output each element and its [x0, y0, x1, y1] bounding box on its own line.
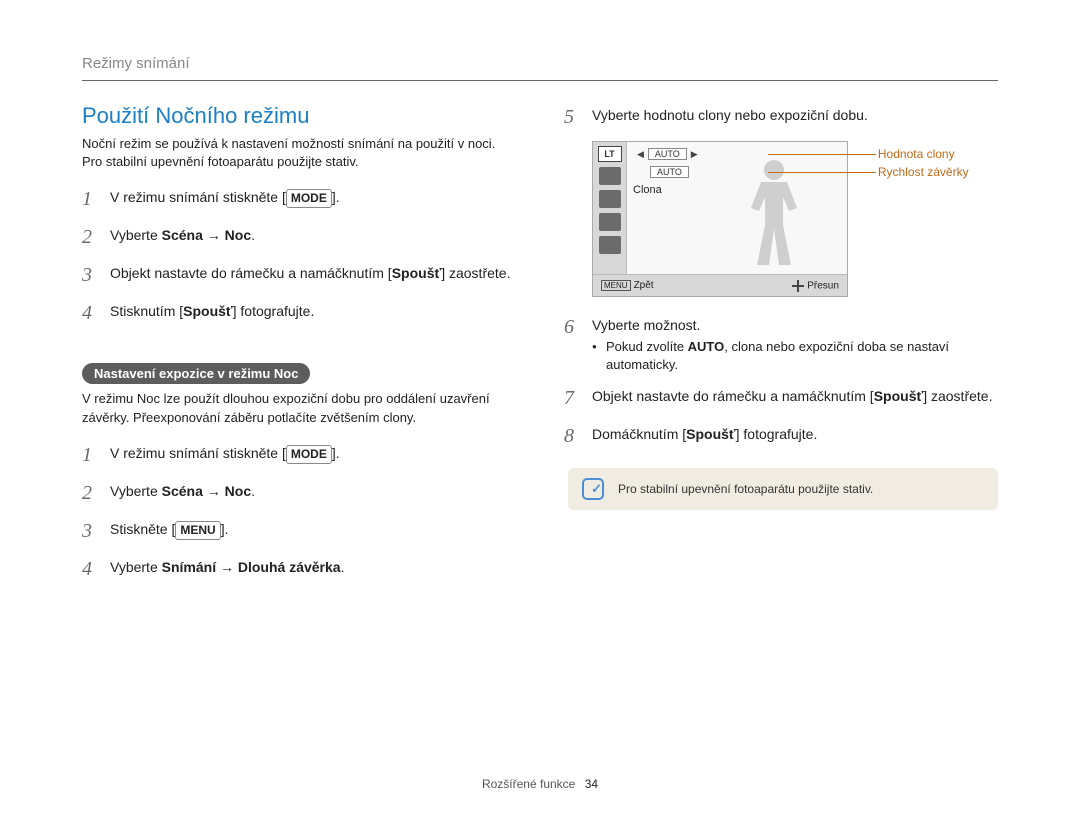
lcd-sidebar: LT [593, 142, 627, 274]
step-text: Objekt nastavte do rámečku a namáčknutím… [592, 388, 874, 404]
step-5: 5 Vyberte hodnotu clony nebo expoziční d… [564, 103, 998, 131]
step-number: 4 [82, 299, 106, 327]
step-text: ]. [332, 445, 340, 461]
step-bold: Spoušť [874, 388, 924, 404]
step-text: ] fotografujte. [736, 426, 818, 442]
left-column: Použití Nočního režimu Noční režim se po… [82, 103, 516, 593]
step-number: 8 [564, 422, 588, 450]
sidebar-icon [599, 236, 621, 254]
step-text: Vyberte možnost. [592, 317, 700, 333]
step-number: 3 [82, 517, 106, 545]
step-4: 4 Stisknutím [Spoušť] fotografujte. [82, 299, 516, 327]
auto-value: AUTO [650, 166, 689, 178]
step2-4: 4 Vyberte Snímání → Dlouhá závěrka. [82, 555, 516, 583]
step-bold: Spoušť [686, 426, 736, 442]
info-icon: ✓ [582, 478, 604, 500]
nav-cross-icon [792, 280, 804, 292]
callout-shutter: Rychlost závěrky [878, 165, 969, 179]
step-text: . [251, 483, 255, 499]
step-8: 8 Domáčknutím [Spoušť] fotografujte. [564, 422, 998, 450]
page-footer: Rozšířené funkce 34 [0, 777, 1080, 791]
sidebar-icon [599, 167, 621, 185]
step-number: 7 [564, 384, 588, 412]
step-text: Stisknutím [ [110, 303, 183, 319]
section-label: Režimy snímání [82, 55, 998, 72]
step-text: ] zaostřete. [923, 388, 992, 404]
step-number: 6 [564, 313, 588, 341]
callout-line [768, 154, 876, 155]
step2-2: 2 Vyberte Scéna → Noc. [82, 479, 516, 507]
move-label: Přesun [807, 280, 839, 291]
lcd-bottom-bar: MENUZpět Přesun [593, 274, 847, 296]
auto-value: AUTO [648, 148, 687, 160]
step-text: V režimu snímání stiskněte [ [110, 189, 286, 205]
sidebar-icon [599, 190, 621, 208]
step-text: ]. [332, 189, 340, 205]
step-2: 2 Vyberte Scéna → Noc. [82, 223, 516, 251]
step-number: 3 [82, 261, 106, 289]
step-text: Domáčknutím [ [592, 426, 686, 442]
menu-tag-icon: MENU [601, 280, 631, 291]
lcd-main-area: ◀ AUTO ▶ AUTO Clona [627, 142, 847, 274]
step-bold: Spoušť [183, 303, 233, 319]
step-text: ]. [221, 521, 229, 537]
page-title: Použití Nočního režimu [82, 103, 516, 129]
header-divider [82, 80, 998, 81]
step-number: 1 [82, 441, 106, 469]
step-text: ] zaostřete. [441, 265, 510, 281]
tip-box: ✓ Pro stabilní upevnění fotoaparátu použ… [568, 468, 998, 510]
step-3: 3 Objekt nastavte do rámečku a namáčknut… [82, 261, 516, 289]
lt-icon: LT [598, 146, 622, 162]
intro-text: Noční režim se používá k nastavení možno… [82, 135, 516, 171]
step-text: Vyberte [110, 227, 162, 243]
tip-text: Pro stabilní upevnění fotoaparátu použij… [618, 482, 873, 496]
step-text: Vyberte [110, 483, 162, 499]
back-label: Zpět [634, 280, 654, 291]
mode-badge: MODE [286, 445, 332, 464]
right-column: 5 Vyberte hodnotu clony nebo expoziční d… [564, 103, 998, 593]
sub-intro: V režimu Noc lze použít dlouhou expozičn… [82, 390, 516, 426]
step-number: 2 [82, 223, 106, 251]
step-number: 1 [82, 185, 106, 213]
lcd-illustration: LT ◀ AUTO ▶ [592, 141, 998, 297]
step-text: ] fotografujte. [233, 303, 315, 319]
footer-label: Rozšířené funkce [482, 777, 575, 791]
step-number: 5 [564, 103, 588, 131]
step-7: 7 Objekt nastavte do rámečku a namáčknut… [564, 384, 998, 412]
step-number: 2 [82, 479, 106, 507]
step-1: 1 V režimu snímání stiskněte [MODE]. [82, 185, 516, 213]
step2-3: 3 Stiskněte [MENU]. [82, 517, 516, 545]
step-sub-bullet: Pokud zvolíte AUTO, clona nebo expoziční… [592, 338, 998, 374]
mode-badge: MODE [286, 189, 332, 208]
step-6: 6 Vyberte možnost. Pokud zvolíte AUTO, c… [564, 313, 998, 374]
step-text: V režimu snímání stiskněte [ [110, 445, 286, 461]
sidebar-icon [599, 213, 621, 231]
step-bold: Scéna → Noc [162, 483, 251, 499]
left-arrow-icon: ◀ [637, 149, 644, 160]
callout-line [768, 172, 876, 173]
callout-aperture: Hodnota clony [878, 147, 955, 161]
right-arrow-icon: ▶ [691, 149, 698, 160]
step-number: 4 [82, 555, 106, 583]
step-text: Vyberte [110, 559, 162, 575]
step-text: . [341, 559, 345, 575]
step-bold: Spoušť [392, 265, 442, 281]
clona-label: Clona [633, 184, 662, 196]
step-bold: Scéna → Noc [162, 227, 251, 243]
lcd-screen: LT ◀ AUTO ▶ [592, 141, 848, 297]
subsection-pill: Nastavení expozice v režimu Noc [82, 363, 310, 384]
menu-badge: MENU [175, 521, 220, 540]
step-text: Objekt nastavte do rámečku a namáčknutím… [110, 265, 392, 281]
step-text: Vyberte hodnotu clony nebo expoziční dob… [592, 103, 998, 126]
step2-1: 1 V režimu snímání stiskněte [MODE]. [82, 441, 516, 469]
step-bold: Snímání → Dlouhá závěrka [162, 559, 341, 575]
step-text: . [251, 227, 255, 243]
page-number: 34 [585, 777, 598, 791]
step-text: Stiskněte [ [110, 521, 175, 537]
